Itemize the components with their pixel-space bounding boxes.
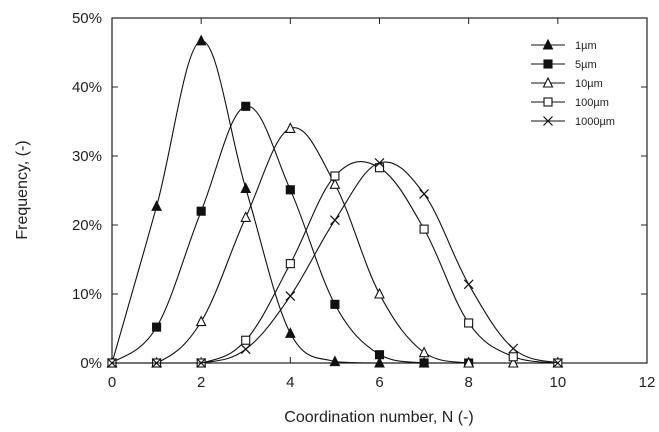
- series-line: [111, 105, 469, 364]
- data-point: [329, 215, 340, 226]
- y-axis: 0% 10% 20% 30% 40% 50%: [72, 10, 647, 372]
- data-point: [195, 315, 207, 327]
- series-line: [111, 40, 469, 364]
- legend-marker: [543, 116, 553, 126]
- legend-label: 1000µm: [575, 116, 615, 128]
- legend-label: 5µm: [575, 59, 597, 71]
- data-point: [330, 171, 340, 181]
- data-point: [419, 358, 429, 368]
- data-point: [329, 355, 341, 367]
- legend-item: 5µm: [531, 59, 597, 71]
- x-marker-stroke: [543, 116, 553, 126]
- x-marker-stroke: [508, 343, 519, 354]
- y-tick-label: 20%: [72, 217, 102, 234]
- legend-label: 100µm: [575, 97, 609, 109]
- x-marker-stroke: [463, 279, 474, 290]
- x-marker-stroke: [374, 157, 385, 168]
- x-tick-label: 4: [286, 374, 294, 391]
- x-marker-stroke: [552, 358, 563, 368]
- series-3: [107, 161, 563, 368]
- x-marker-stroke: [240, 344, 251, 355]
- y-tick-label: 40%: [72, 79, 102, 96]
- data-point: [240, 344, 251, 355]
- series-2: [106, 122, 564, 368]
- x-marker-stroke: [196, 358, 207, 368]
- legend-marker: [542, 38, 554, 50]
- x-marker-stroke: [285, 291, 296, 301]
- data-point: [195, 34, 207, 46]
- series-line: [111, 127, 558, 364]
- data-point: [508, 352, 518, 362]
- x-axis-title: Coordination number, N (-): [284, 409, 473, 426]
- data-point: [284, 122, 296, 133]
- data-point: [418, 346, 430, 358]
- x-axis: 0 2 4 6 8 10 12: [108, 18, 656, 391]
- data-point: [463, 356, 475, 368]
- x-tick-label: 8: [464, 374, 472, 391]
- data-point: [152, 322, 162, 332]
- data-point: [507, 356, 519, 368]
- legend-item: 1µm: [531, 38, 597, 52]
- legend-item: 1000µm: [531, 116, 615, 128]
- y-tick-label: 50%: [72, 10, 102, 27]
- legend-item: 100µm: [531, 97, 609, 109]
- data-point: [374, 157, 385, 168]
- plot-area-frame: [111, 17, 648, 364]
- x-marker-stroke: [329, 215, 340, 226]
- data-point: [464, 318, 474, 328]
- legend-marker: [542, 76, 554, 88]
- data-point: [196, 358, 207, 368]
- data-point: [285, 185, 295, 195]
- data-point: [329, 178, 341, 189]
- data-point: [241, 101, 251, 111]
- x-marker-stroke: [107, 358, 117, 368]
- data-point: [284, 327, 296, 338]
- series-layer: [106, 34, 564, 368]
- legend-marker: [543, 59, 553, 69]
- data-point: [374, 356, 385, 368]
- series-line: [111, 161, 559, 364]
- y-tick-label: 10%: [72, 286, 102, 303]
- y-axis-title: Frequency, (-): [14, 140, 31, 239]
- x-tick-label: 6: [375, 374, 383, 391]
- data-point: [196, 206, 206, 216]
- data-point: [374, 287, 385, 299]
- data-point: [151, 200, 162, 211]
- data-point: [240, 211, 252, 222]
- data-point: [107, 358, 117, 368]
- legend-item: 10µm: [531, 76, 603, 90]
- data-point: [552, 358, 563, 368]
- x-tick-label: 10: [549, 374, 566, 391]
- data-point: [240, 182, 252, 193]
- x-tick-label: 2: [197, 374, 205, 391]
- series-4: [107, 157, 563, 368]
- x-tick-label: 0: [108, 374, 116, 391]
- legend: 1µm 5µm 10µm 100µm 1000µm: [531, 38, 615, 128]
- data-point: [419, 224, 429, 234]
- x-marker-stroke: [419, 189, 430, 199]
- series-line: [111, 161, 558, 364]
- legend-marker: [543, 97, 553, 107]
- y-tick-label: 0%: [80, 355, 102, 372]
- y-tick-label: 30%: [72, 148, 102, 165]
- data-point: [330, 299, 340, 309]
- legend-label: 1µm: [575, 40, 597, 52]
- data-point: [285, 259, 295, 269]
- data-point: [508, 343, 519, 354]
- x-tick-label: 12: [639, 374, 656, 391]
- x-marker-stroke: [151, 358, 162, 368]
- data-point: [151, 358, 162, 368]
- data-point: [241, 335, 251, 345]
- data-point: [419, 189, 430, 199]
- data-point: [463, 279, 474, 290]
- legend-label: 10µm: [575, 78, 603, 90]
- data-point: [285, 291, 296, 301]
- data-point: [374, 350, 385, 360]
